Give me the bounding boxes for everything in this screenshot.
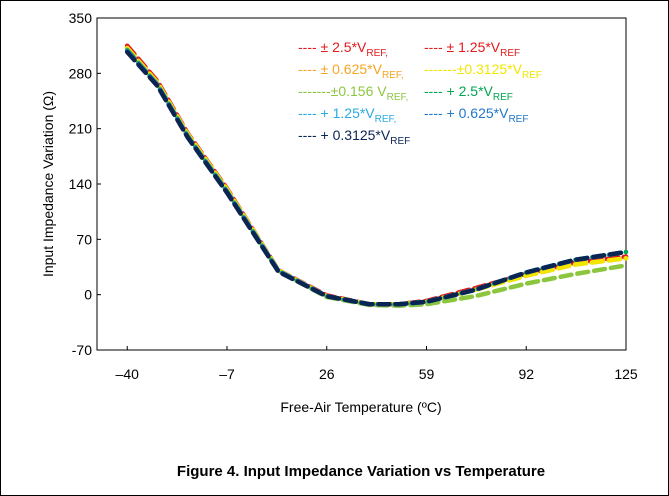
y-axis-label: Input Impedance Variation (Ω): [40, 91, 56, 277]
legend-entry: ---- ± 2.5*VREF,: [298, 39, 388, 59]
legend-label: ---- ± 1.25*V: [424, 39, 501, 55]
x-tick-label: 125: [614, 366, 638, 382]
legend-subscript: REF: [493, 92, 513, 103]
legend-label: ---- + 1.25*V: [298, 105, 375, 121]
legend-entry: ---- + 0.3125*VREF: [298, 127, 410, 147]
y-tick-label: 70: [76, 231, 92, 247]
x-axis-label: Free-Air Temperature (ºC): [280, 399, 441, 415]
y-tick-label: -70: [72, 342, 92, 358]
legend-entry: ---- ± 1.25*VREF: [424, 39, 520, 59]
y-tick-label: 280: [69, 65, 93, 81]
legend-label: -------±0.3125*V: [424, 61, 523, 77]
series-line: [124, 49, 629, 307]
legend-entry: -------±0.156 VREF,: [298, 83, 408, 103]
legend-subscript: REF,: [375, 114, 397, 125]
caption: Figure 4. Input Impedance Variation vs T…: [177, 463, 545, 480]
legend-entry: ---- ± 0.625*VREF,: [298, 61, 404, 81]
legend-subscript: REF: [522, 70, 542, 81]
y-tick-label: 140: [69, 176, 93, 192]
x-tick-label: 92: [518, 366, 534, 382]
legend-subscript: REF,: [387, 92, 409, 103]
legend-label: ---- ± 2.5*V: [298, 39, 367, 55]
legend-entry: ---- + 1.25*VREF,: [298, 105, 396, 125]
y-tick-label: 350: [69, 10, 93, 26]
legend-label: ---- ± 0.625*V: [298, 61, 383, 77]
x-tick-label: –40: [116, 366, 140, 382]
legend-label: -------±0.156 V: [298, 83, 387, 99]
legend-subscript: REF,: [382, 70, 404, 81]
y-tick-label: 210: [69, 121, 93, 137]
y-tick-label: 0: [84, 287, 92, 303]
x-tick-label: 26: [319, 366, 335, 382]
legend-entry: -------±0.3125*VREF: [424, 61, 542, 81]
x-tick-label: 59: [419, 366, 435, 382]
legend-label: ---- + 2.5*V: [424, 83, 494, 99]
legend-entry: ---- + 2.5*VREF: [424, 83, 513, 103]
legend-subscript: REF: [500, 48, 520, 59]
x-tick-label: –7: [219, 366, 235, 382]
legend-entry: ---- + 0.625*VREF: [424, 105, 528, 125]
legend-label: ---- + 0.625*V: [424, 105, 509, 121]
legend-subscript: REF: [390, 136, 410, 147]
legend-subscript: REF,: [366, 48, 388, 59]
legend-subscript: REF: [508, 114, 528, 125]
legend-label: ---- + 0.3125*V: [298, 127, 391, 143]
